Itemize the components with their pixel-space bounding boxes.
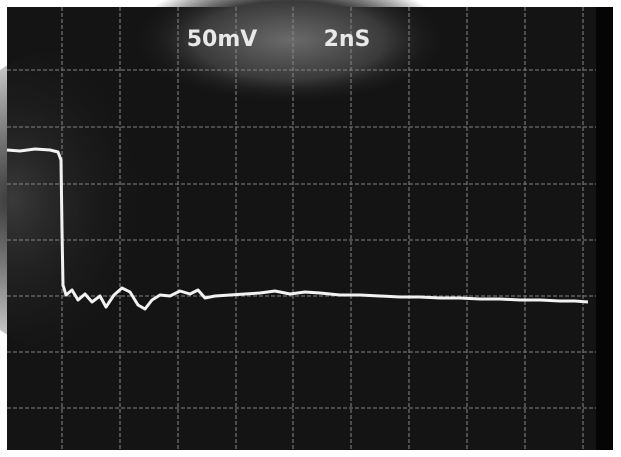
graticule	[7, 7, 596, 450]
text-glow	[130, 0, 450, 105]
trace-glow	[0, 50, 180, 350]
time-per-div: 2nS	[324, 27, 371, 52]
volts-per-div: 50mV	[187, 27, 258, 52]
signal-trace	[6, 147, 589, 311]
screen-edge	[596, 7, 613, 450]
